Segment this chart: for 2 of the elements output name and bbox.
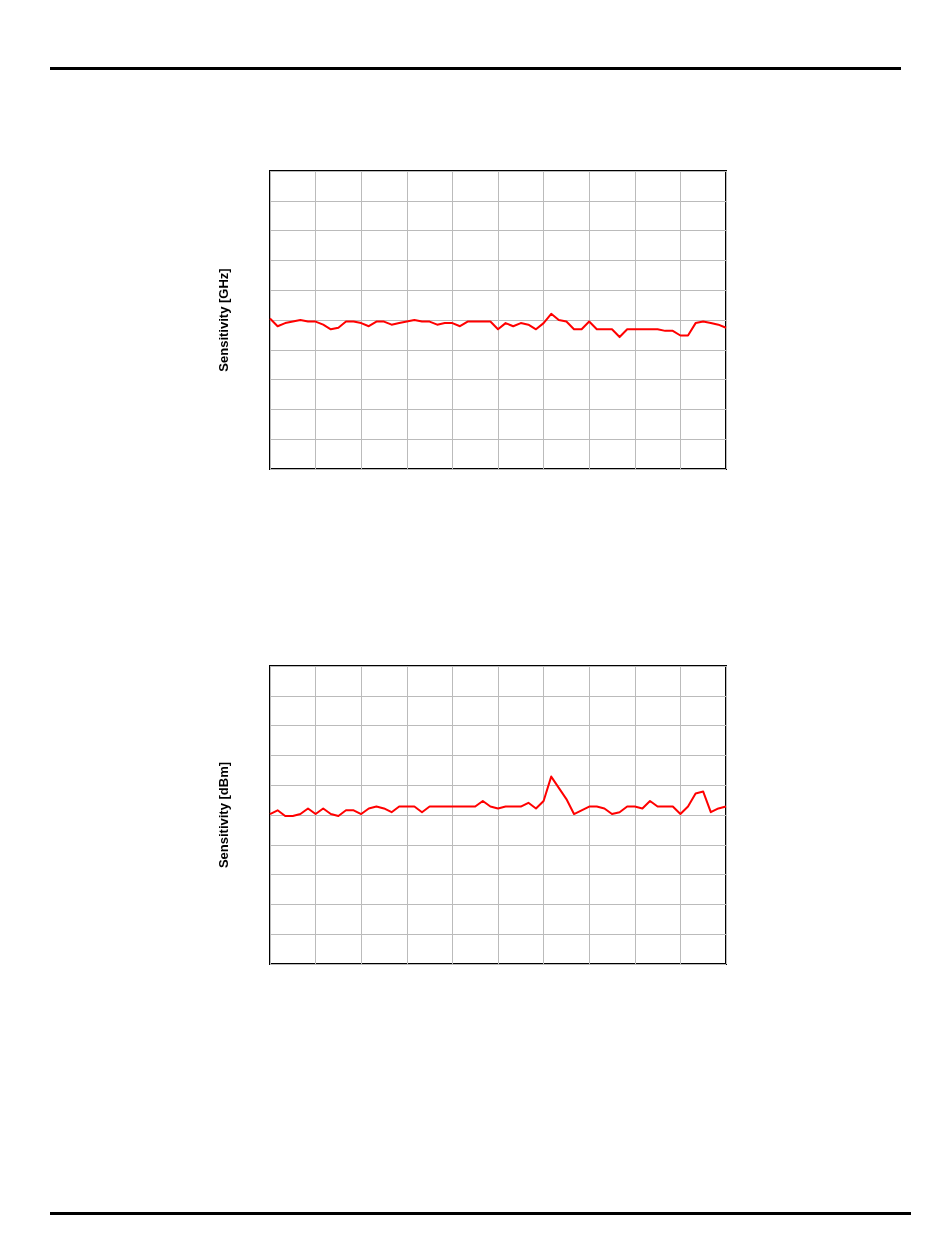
- y-axis-title: Sensitivity [dBm]: [216, 761, 231, 869]
- y-axis-title: Sensitivity [GHz]: [216, 268, 231, 372]
